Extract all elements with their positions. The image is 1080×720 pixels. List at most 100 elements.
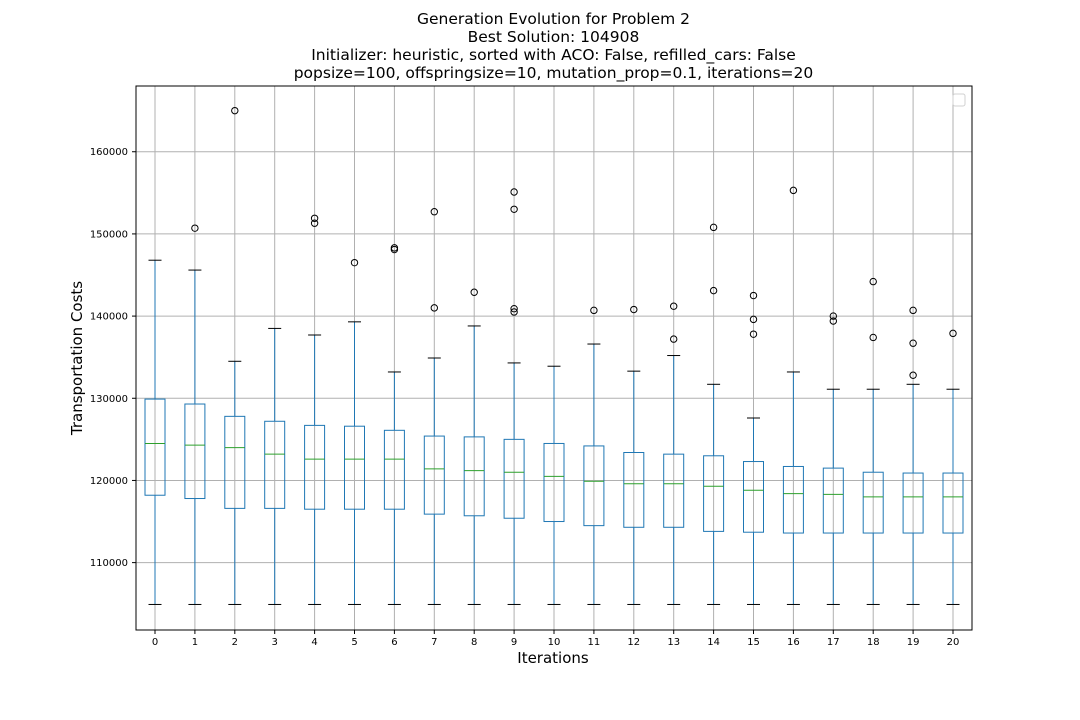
box bbox=[503, 438, 525, 519]
legend-box bbox=[952, 93, 966, 107]
box-group bbox=[583, 306, 605, 605]
x-tick-label: 13 bbox=[667, 637, 680, 648]
box bbox=[703, 455, 725, 532]
box-group bbox=[304, 214, 326, 605]
outlier-point bbox=[670, 335, 678, 343]
box bbox=[383, 429, 405, 510]
outlier-point bbox=[231, 106, 239, 115]
box bbox=[743, 461, 764, 533]
outlier-point bbox=[350, 258, 359, 267]
chart-title-line-4: popsize=100, offspringsize=10, mutation_… bbox=[293, 64, 814, 82]
box bbox=[264, 420, 286, 509]
box bbox=[144, 398, 166, 496]
box-group bbox=[942, 329, 964, 605]
box bbox=[782, 465, 804, 534]
outlier-point bbox=[949, 329, 957, 338]
y-tick-label: 110000 bbox=[90, 558, 128, 569]
box bbox=[822, 467, 844, 534]
outlier-point bbox=[749, 315, 758, 324]
box bbox=[902, 472, 924, 534]
outlier-point bbox=[510, 205, 518, 213]
x-tick-label: 5 bbox=[351, 637, 357, 648]
outlier-point bbox=[470, 288, 478, 296]
box-group bbox=[184, 224, 206, 605]
x-tick-label: 2 bbox=[232, 637, 238, 648]
box-group bbox=[822, 312, 844, 605]
outlier-point bbox=[310, 219, 319, 227]
outlier-point bbox=[869, 277, 877, 286]
box-group bbox=[264, 327, 286, 605]
outlier-point bbox=[909, 339, 917, 347]
box bbox=[543, 442, 565, 523]
y-tick-label: 160000 bbox=[90, 147, 128, 158]
box bbox=[583, 445, 605, 527]
x-tick-label: 20 bbox=[947, 637, 960, 648]
box bbox=[224, 415, 246, 509]
outlier-point bbox=[590, 306, 598, 315]
x-tick-label: 12 bbox=[627, 637, 640, 648]
outlier-point bbox=[789, 186, 798, 195]
y-tick-label: 140000 bbox=[90, 312, 128, 323]
x-tick-label: 15 bbox=[747, 637, 760, 648]
x-tick-label: 19 bbox=[907, 637, 920, 648]
outlier-point bbox=[709, 223, 718, 232]
outlier-point bbox=[191, 224, 199, 232]
box-group bbox=[224, 106, 246, 605]
x-tick-label: 0 bbox=[152, 637, 158, 648]
chart-title: Generation Evolution for Problem 2 Best … bbox=[0, 10, 1080, 82]
outlier-point bbox=[310, 214, 319, 223]
box bbox=[862, 471, 884, 534]
outlier-point bbox=[709, 286, 718, 295]
outlier-point bbox=[510, 308, 518, 316]
x-tick-label: 9 bbox=[511, 637, 517, 648]
x-tick-label: 11 bbox=[588, 637, 601, 648]
y-tick-label: 120000 bbox=[90, 476, 128, 487]
box bbox=[423, 435, 445, 515]
box bbox=[344, 425, 365, 510]
outlier-point bbox=[869, 333, 877, 342]
x-tick-label: 6 bbox=[391, 637, 397, 648]
box-group bbox=[383, 244, 405, 605]
outlier-point bbox=[510, 304, 518, 313]
boxes bbox=[144, 106, 964, 605]
box-group bbox=[862, 277, 884, 605]
chart-title-line-3: Initializer: heuristic, sorted with ACO:… bbox=[311, 46, 796, 64]
box-group bbox=[902, 306, 924, 605]
box-group bbox=[623, 305, 645, 605]
y-tick-label: 130000 bbox=[90, 394, 128, 405]
x-tick-label: 1 bbox=[192, 637, 198, 648]
box-group bbox=[463, 288, 485, 605]
box-group bbox=[743, 291, 764, 605]
y-axis-label: Transportation Costs bbox=[68, 281, 86, 436]
box-group bbox=[144, 259, 166, 605]
outlier-point bbox=[430, 208, 438, 216]
outlier-point bbox=[670, 302, 678, 310]
y-tick-label: 150000 bbox=[90, 229, 128, 240]
x-tick-label: 8 bbox=[471, 637, 477, 648]
box bbox=[463, 436, 485, 517]
x-tick-label: 16 bbox=[787, 637, 800, 648]
box bbox=[304, 424, 326, 510]
x-tick-label: 14 bbox=[707, 637, 720, 648]
box bbox=[663, 453, 685, 528]
outlier-point bbox=[630, 305, 638, 314]
box-group bbox=[663, 302, 685, 605]
box-group bbox=[703, 223, 725, 605]
box-group bbox=[423, 208, 445, 605]
box bbox=[942, 472, 964, 534]
x-tick-label: 17 bbox=[827, 637, 840, 648]
outlier-point bbox=[390, 245, 399, 254]
x-tick-label: 3 bbox=[272, 637, 278, 648]
chart-title-line-2: Best Solution: 104908 bbox=[467, 28, 640, 46]
box-group bbox=[782, 186, 804, 605]
box-group bbox=[344, 258, 365, 605]
x-axis-label: Iterations bbox=[517, 649, 589, 667]
outlier-point bbox=[829, 317, 837, 325]
box-group bbox=[503, 188, 525, 605]
outlier-point bbox=[430, 304, 438, 312]
x-tick-label: 18 bbox=[867, 637, 880, 648]
outlier-point bbox=[749, 330, 758, 338]
outlier-point bbox=[510, 188, 518, 196]
